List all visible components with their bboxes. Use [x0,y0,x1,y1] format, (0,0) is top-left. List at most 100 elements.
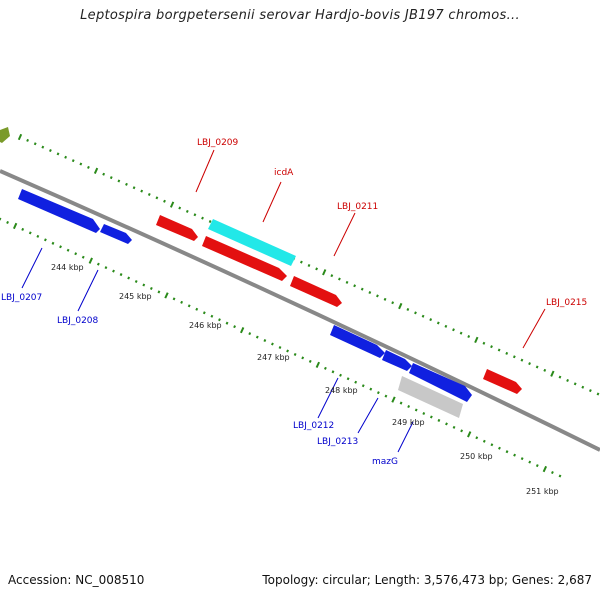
minor-tick [157,290,161,294]
leader-LBJ_0209 [195,149,215,193]
label-LBJ_0209: LBJ_0209 [197,138,239,148]
leader-icdA [262,181,282,223]
label-LBJ_0211: LBJ_0211 [337,202,378,212]
minor-tick [28,231,32,235]
minor-tick [59,245,62,249]
minor-tick [505,450,509,454]
gene-LBJ_0213[interactable] [382,350,412,371]
minor-tick [414,408,418,412]
minor-tick [96,262,100,266]
leader-LBJ_0212 [317,377,339,419]
minor-tick [315,267,319,271]
major-tick [93,167,99,174]
leader-LBJ_0211 [333,212,356,257]
minor-tick [36,234,40,238]
minor-tick [195,307,199,311]
major-tick [17,133,23,141]
minor-tick [155,196,159,200]
minor-tick [271,342,274,346]
minor-tick [74,252,78,256]
gene-LBJ_0208[interactable] [100,224,132,244]
major-tick [169,201,175,208]
minor-tick [505,351,509,355]
minor-tick [263,339,267,343]
minor-tick [56,152,60,156]
minor-tick [193,213,197,217]
major-tick [474,336,479,344]
minor-tick [278,345,282,350]
gene-icdA[interactable] [208,219,296,266]
minor-tick [528,362,531,366]
minor-tick [210,314,214,318]
minor-tick [421,314,425,318]
leader-LBJ_0215 [522,308,546,349]
minor-tick [361,384,365,388]
minor-tick [49,149,52,153]
minor-tick [551,471,554,475]
gene-LBJ_0215[interactable] [483,369,522,394]
minor-tick [293,352,297,356]
minor-tick [566,378,569,382]
scale-label: 249 kbp [392,418,425,427]
minor-tick [452,328,455,332]
gene-LBJ_0209[interactable] [156,215,198,241]
gene-LBJ_0212[interactable] [330,325,385,358]
minor-tick [452,425,456,429]
leader-LBJ_0207 [21,247,43,289]
minor-tick [369,387,373,391]
minor-tick [498,446,501,450]
inner-tick-track [0,217,562,478]
minor-tick [308,359,312,363]
minor-tick [323,366,327,370]
minor-tick [43,238,47,242]
minor-tick [429,415,433,419]
major-tick [550,370,555,377]
label-LBJ_0207: LBJ_0207 [1,293,42,303]
minor-tick [414,311,417,315]
minor-tick [71,159,75,163]
minor-tick [345,280,349,284]
minor-tick [147,192,151,196]
minor-tick [528,460,532,464]
leader-mazG [397,421,414,453]
major-tick [391,396,396,403]
minor-tick [467,335,471,339]
minor-tick [406,307,410,311]
major-tick [164,292,169,299]
minor-tick [208,220,212,224]
minor-tick [140,189,144,193]
minor-tick [87,165,90,169]
minor-tick [437,418,441,422]
minor-tick [535,464,539,468]
minor-tick [581,385,585,389]
major-tick [240,326,245,334]
minor-tick [127,276,131,280]
minor-tick [354,380,358,384]
minor-tick [172,297,176,301]
minor-tick [429,318,433,322]
minor-tick [520,358,524,362]
minor-tick [360,287,364,291]
minor-tick [339,373,342,377]
minor-tick [490,443,494,447]
minor-tick [119,273,123,277]
minor-tick [445,422,448,426]
minor-tick [26,138,30,142]
gene-mazG[interactable] [398,376,463,418]
minor-tick [51,241,55,245]
minor-tick [218,318,221,322]
minor-tick [558,474,562,478]
minor-tick [202,311,206,315]
minor-tick [33,142,37,146]
minor-tick [132,186,136,190]
minor-tick [376,391,380,395]
minor-tick [201,216,204,220]
minor-tick [64,155,68,159]
minor-tick [178,206,182,210]
map-title: Leptospira borgpetersenii serovar Hardjo… [80,8,520,23]
gene-LBJ_0211-a[interactable] [202,236,287,281]
gene-LBJ_0211-b[interactable] [290,276,342,307]
gene-LBJ_0207[interactable] [18,189,100,233]
gene-LBJ_0214[interactable] [409,363,472,402]
